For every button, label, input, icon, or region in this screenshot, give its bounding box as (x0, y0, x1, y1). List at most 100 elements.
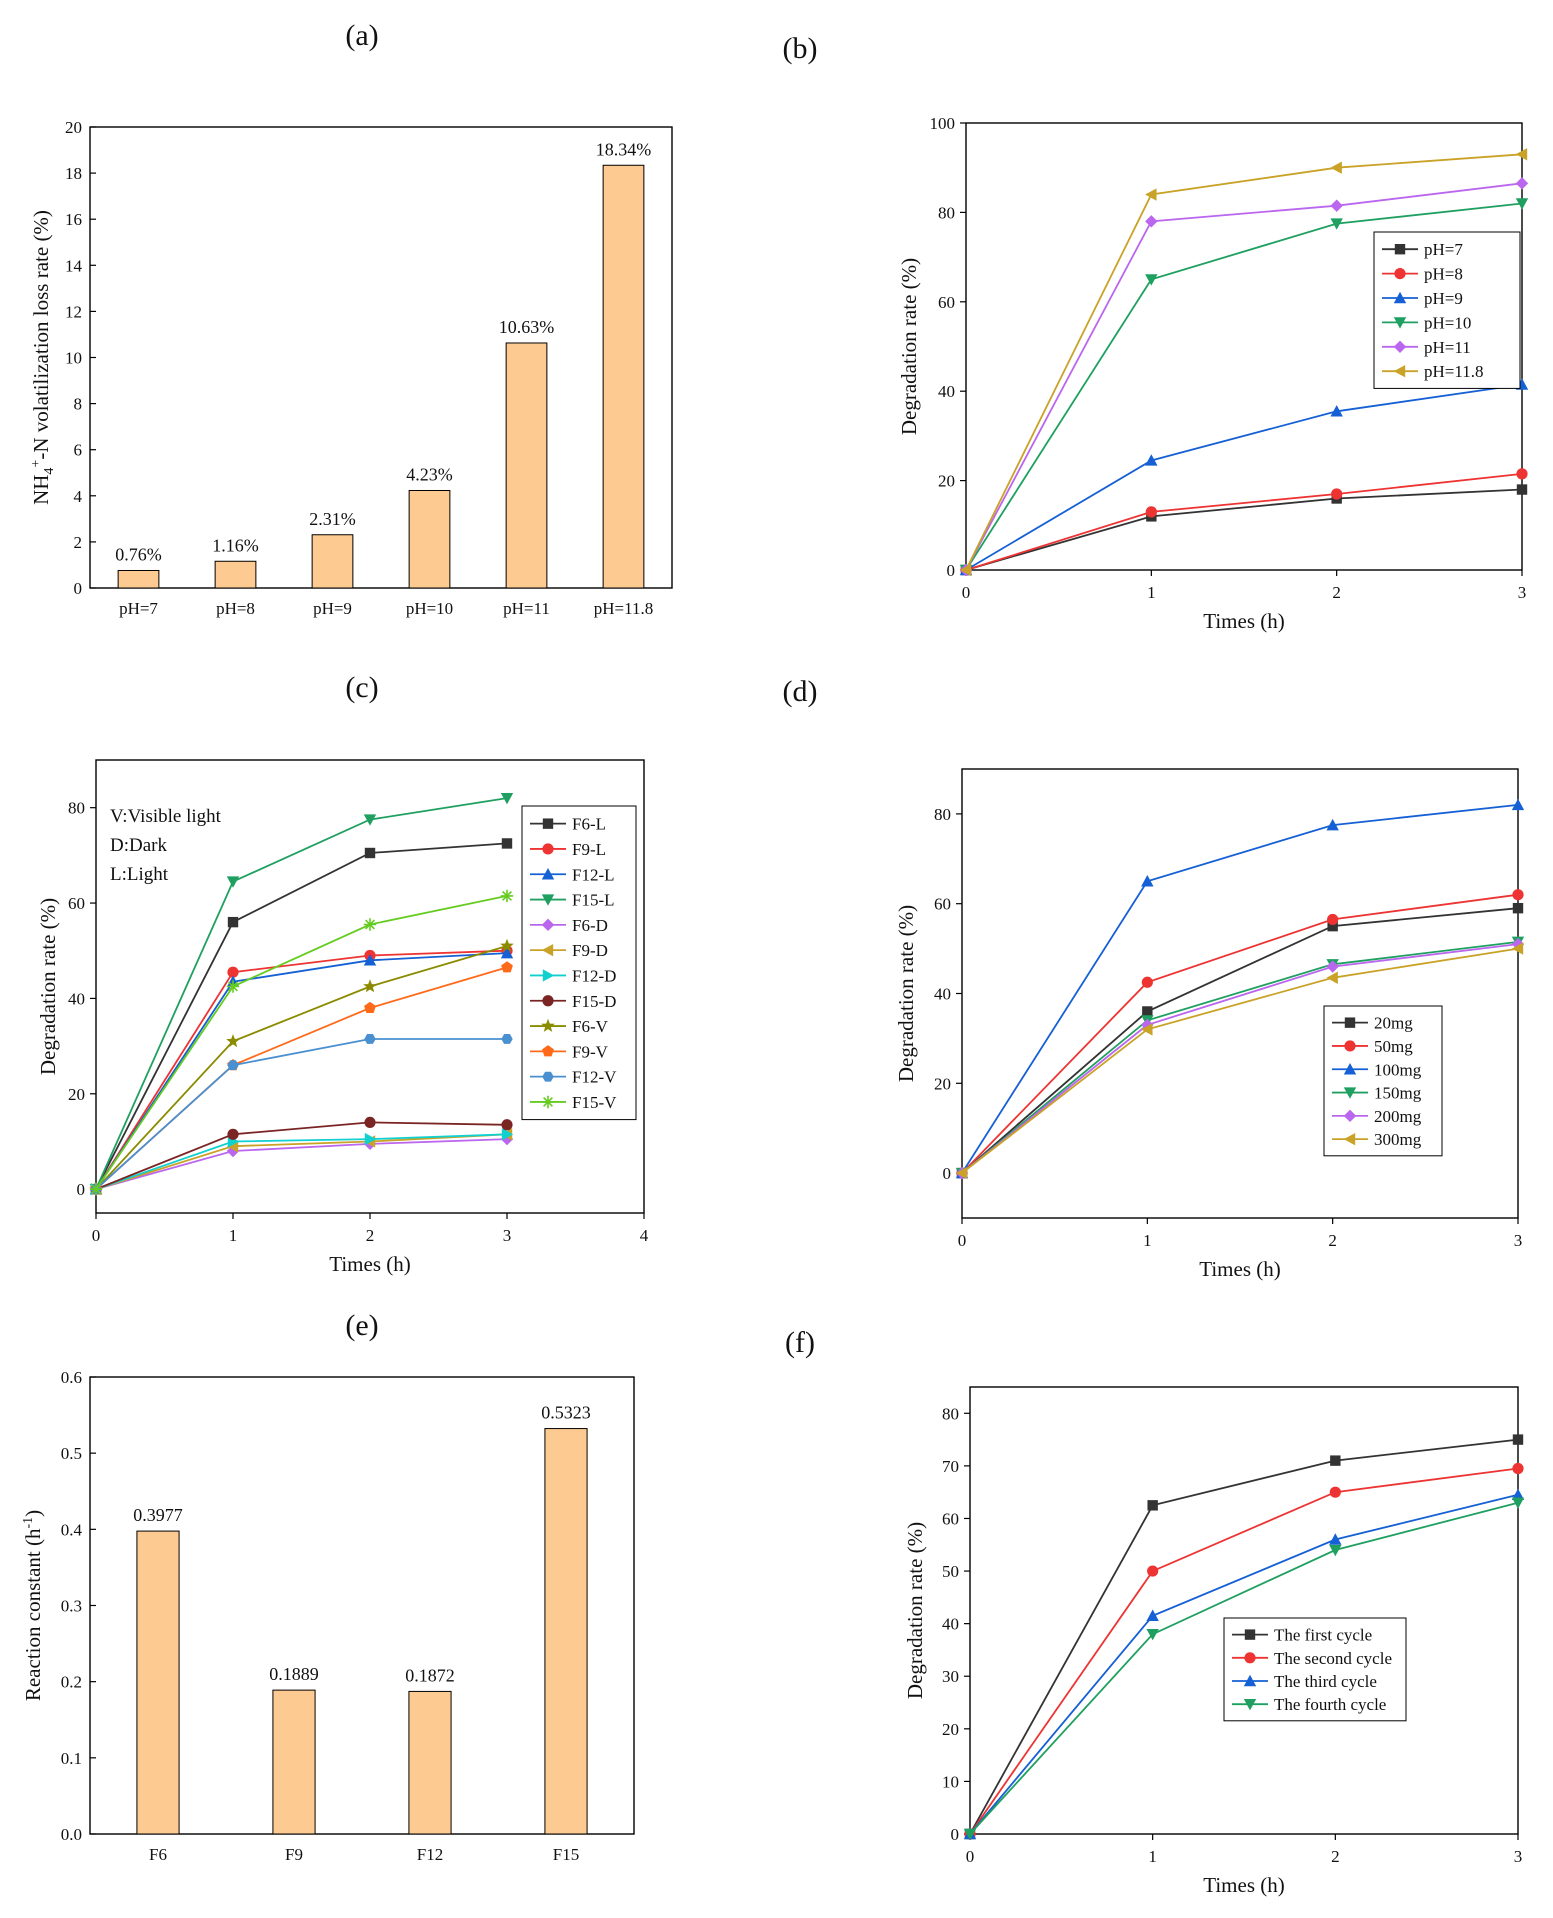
chart-b-xtick-label: 1 (1147, 583, 1156, 602)
chart-a-ylabel-rest: -N volatilization loss rate (%) (29, 210, 53, 460)
chart-a-xtick-label: pH=7 (119, 599, 158, 618)
chart-c-ytick-label: 20 (68, 1085, 85, 1104)
chart-b-data-point (1515, 198, 1529, 210)
chart-c-series-line-5 (95, 1133, 508, 1191)
chart-a-ytick-label: 10 (65, 349, 82, 368)
chart-d-data-point (1511, 798, 1525, 811)
chart-e-bar-value-label: 0.5323 (541, 1403, 591, 1423)
chart-c-legend-label: F15-V (572, 1093, 617, 1112)
chart-b-legend-box (1373, 231, 1521, 389)
chart-d-legend-marker (1343, 1063, 1357, 1075)
chart-f-ylabel: Degradation rate (%) (903, 1522, 927, 1699)
chart-c-series-line-11 (95, 895, 508, 1190)
chart-c-legend-marker (542, 843, 554, 855)
chart-e-bar-value-label: 0.3977 (133, 1505, 183, 1525)
chart-c-data-point (364, 1034, 376, 1044)
chart-f-xtick-label: 1 (1148, 1847, 1157, 1866)
chart-c-xtick-label: 3 (503, 1226, 512, 1245)
chart-d-series-line-1 (961, 893, 1519, 1174)
chart-d-legend-marker (1344, 1017, 1356, 1028)
chart-a-ylabel-sub: 4 (42, 468, 57, 475)
chart-c-data-point (226, 980, 240, 993)
chart-c-data-point (501, 1034, 513, 1044)
chart-c-data-point (227, 916, 239, 928)
chart-f-ytick-label: 80 (942, 1404, 959, 1423)
chart-c-series-line-7 (95, 1121, 508, 1191)
chart-b-frame (965, 122, 1523, 571)
chart-b-ph-degradation: 0 1 2 3 0 20 40 60 80 100 Times (h) Degradation rat… (897, 114, 1529, 633)
chart-a-bar (505, 342, 548, 589)
chart-c-legend-marker (541, 1095, 555, 1109)
chart-c-xtick-label: 0 (92, 1226, 101, 1245)
chart-a-ytick-label: 8 (74, 395, 83, 414)
chart-c-series-line-4 (95, 1138, 508, 1191)
chart-a-bar (117, 569, 160, 589)
chart-f-data-point (1511, 1497, 1525, 1509)
chart-c-legend-marker (541, 1018, 555, 1032)
chart-f-data-point (1329, 1486, 1341, 1498)
chart-b-data-point (1330, 405, 1343, 417)
chart-e-xtick-label: F9 (285, 1845, 303, 1864)
chart-c-ytick-label: 40 (68, 989, 85, 1008)
chart-a-bar-value-label: 2.31% (309, 509, 356, 529)
chart-a-bar (602, 164, 645, 589)
chart-c-data-point (364, 847, 376, 859)
chart-f-legend-marker (1244, 1652, 1256, 1664)
chart-e-ytick-label: 0.2 (61, 1673, 82, 1692)
chart-c-data-point (501, 1119, 513, 1131)
chart-f-data-point (1147, 1565, 1159, 1577)
chart-c-data-point (363, 814, 377, 826)
chart-f-legend-label: The first cycle (1274, 1626, 1372, 1645)
chart-d-dosage-degradation: 0 1 2 3 0 20 40 60 80 Times (h) Degradation rate (… (894, 768, 1525, 1281)
chart-f-data-point (1146, 1609, 1159, 1621)
chart-f-xtick-label: 2 (1331, 1847, 1340, 1866)
chart-d-data-point (1326, 960, 1339, 973)
chart-f-data-point (1147, 1500, 1158, 1511)
chart-c-data-point (501, 1128, 514, 1141)
chart-d-xtick-label: 2 (1328, 1231, 1337, 1250)
chart-a-ytick-label: 16 (65, 210, 82, 229)
chart-d-data-point (1326, 818, 1339, 831)
chart-c-data-point (363, 954, 377, 966)
chart-c-legend-label: F9-L (572, 840, 606, 859)
chart-b-data-point (1330, 199, 1343, 212)
chart-d-series-line-0 (961, 907, 1519, 1174)
chart-c-legend-label: F12-D (572, 966, 616, 985)
chart-d-data-point (1141, 976, 1153, 988)
chart-c-annotation: V:Visible light (110, 806, 222, 827)
chart-b-ytick-label: 100 (930, 114, 956, 133)
chart-c-data-point (364, 1132, 377, 1146)
chart-a-xtick-label: pH=9 (313, 599, 352, 618)
chart-b-xlabel: Times (h) (1203, 609, 1285, 633)
chart-c-ytick-label: 80 (68, 799, 85, 818)
chart-a-ytick-label: 6 (74, 441, 83, 460)
chart-c-xtick-label: 2 (366, 1226, 375, 1245)
chart-c-legend-marker (542, 1045, 554, 1057)
chart-c-data-point (364, 1116, 376, 1128)
panel-label-d: (d) (783, 675, 818, 708)
chart-b-data-point (1145, 188, 1157, 201)
chart-b-legend-label: pH=11 (1424, 338, 1471, 357)
chart-d-data-point (1142, 1006, 1153, 1017)
chart-f-data-point (1512, 1434, 1524, 1445)
chart-c-legend-label: F12-V (572, 1068, 617, 1087)
chart-d-series-line-4 (961, 943, 1519, 1174)
chart-e-xtick-label: F12 (417, 1845, 443, 1864)
chart-a-xtick-label: pH=8 (216, 599, 255, 618)
chart-b-data-point (959, 563, 972, 577)
chart-f-ytick-label: 40 (942, 1615, 959, 1634)
chart-c-data-point (501, 838, 513, 849)
chart-b-legend-marker (1394, 268, 1406, 280)
chart-f-data-point (1511, 1488, 1525, 1501)
chart-b-data-point (1145, 274, 1158, 286)
chart-f-frame (969, 1386, 1519, 1835)
chart-e-bar (408, 1690, 452, 1835)
chart-b-ytick-label: 60 (938, 293, 955, 312)
chart-e-ytick-label: 0.4 (61, 1520, 83, 1539)
chart-b-ytick-label: 20 (938, 472, 955, 491)
chart-c-xtick-label: 1 (229, 1226, 238, 1245)
chart-a-ytick-label: 12 (65, 302, 82, 321)
chart-a-bar-value-label: 18.34% (596, 139, 652, 159)
chart-c-data-point (500, 889, 514, 903)
